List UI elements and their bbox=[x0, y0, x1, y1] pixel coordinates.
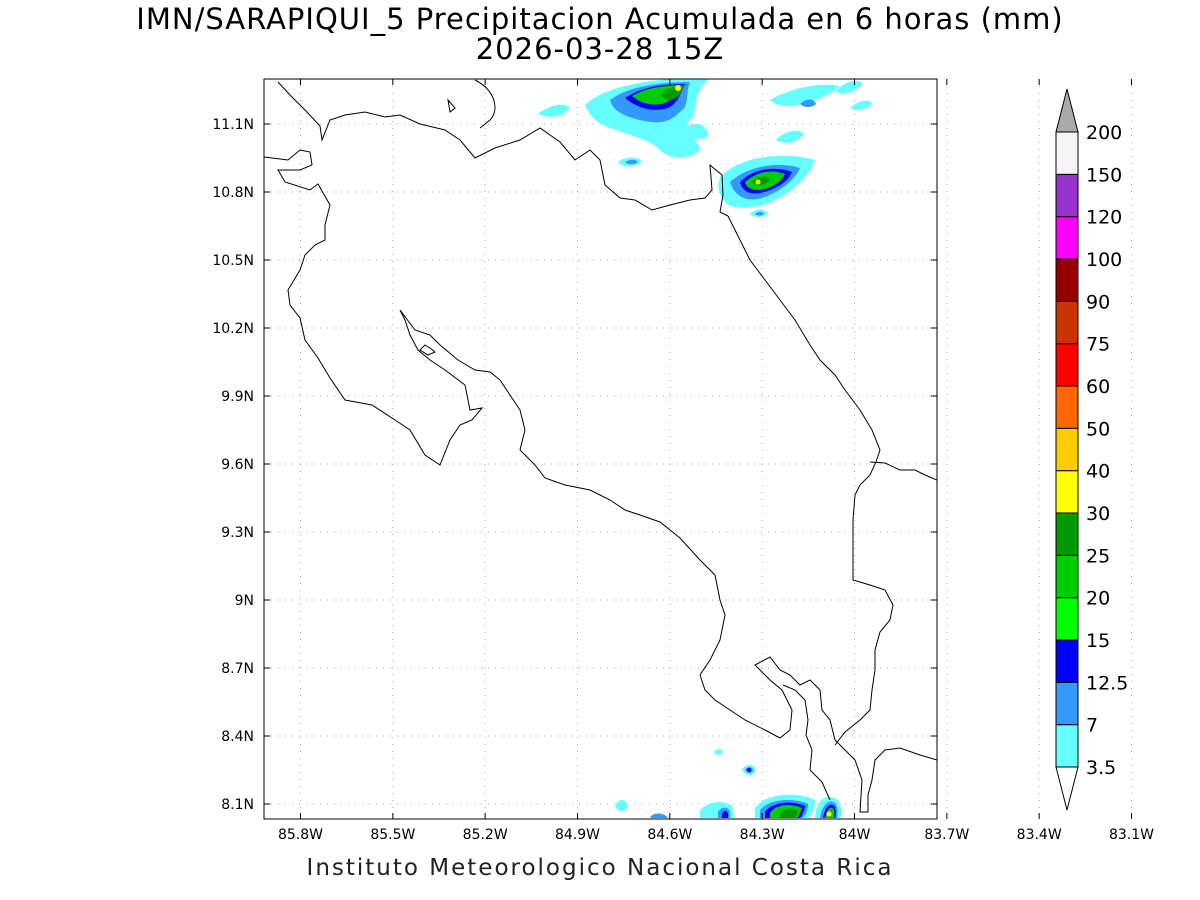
y-tick-label: 10.8N bbox=[212, 185, 254, 201]
colorbar-band bbox=[1055, 639, 1079, 683]
colorbar-band bbox=[1055, 554, 1079, 599]
colorbar-band bbox=[1055, 724, 1079, 768]
y-tick-label: 11.1N bbox=[212, 117, 254, 133]
y-tick-label: 9.3N bbox=[221, 525, 254, 541]
latitude-axis: 11.1N 10.8N 10.5N 10.2N 9.9N 9.6N 9.3N 9N 8.7N 8.… bbox=[212, 117, 937, 813]
x-tick-label: 83.1W bbox=[1109, 827, 1154, 843]
colorbar-level-label: 100 bbox=[1086, 249, 1122, 271]
colorbar-band bbox=[1055, 343, 1079, 387]
x-tick-label: 85.2W bbox=[463, 827, 508, 843]
x-tick-label: 83.7W bbox=[924, 827, 969, 843]
colorbar-upper-triangle bbox=[1055, 88, 1079, 133]
colorbar-band bbox=[1055, 512, 1079, 556]
colorbar-level-label: 60 bbox=[1086, 376, 1110, 398]
y-tick-label: 8.1N bbox=[221, 797, 254, 813]
x-tick-label: 85.8W bbox=[278, 827, 323, 843]
map-grid bbox=[264, 79, 1132, 819]
y-tick-label: 9.6N bbox=[221, 457, 254, 473]
colorbar-band bbox=[1055, 385, 1079, 429]
colorbar-level-label: 15 bbox=[1086, 630, 1110, 652]
precip-cell-south bbox=[615, 749, 842, 818]
colorbar-band bbox=[1055, 681, 1079, 726]
colorbar-level-label: 150 bbox=[1086, 164, 1122, 186]
y-tick-label: 9N bbox=[235, 593, 254, 609]
colorbar-band bbox=[1055, 470, 1079, 514]
colorbar-level-label: 20 bbox=[1086, 588, 1110, 610]
colorbar-band bbox=[1055, 300, 1079, 345]
colorbar-level-label: 75 bbox=[1086, 334, 1110, 356]
colorbar-level-label: 12.5 bbox=[1086, 672, 1128, 694]
colorbar-level-label: 3.5 bbox=[1086, 757, 1116, 779]
colorbar-band bbox=[1055, 427, 1079, 472]
x-tick-label: 84.3W bbox=[740, 827, 785, 843]
precip-cell-caribbean bbox=[718, 155, 815, 217]
colorbar-level-label: 50 bbox=[1086, 418, 1110, 440]
colorbar-band bbox=[1055, 258, 1079, 302]
x-tick-label: 84.9W bbox=[555, 827, 600, 843]
x-tick-label: 85.5W bbox=[370, 827, 415, 843]
x-tick-label: 84W bbox=[839, 827, 871, 843]
map-title: IMN/SARAPIQUI_5 Precipitacion Acumulada … bbox=[136, 2, 1064, 36]
colorbar-legend: 3.5 7 12.5 15 20 25 30 40 50 60 75 90 100 120 150 200 bbox=[1055, 88, 1128, 811]
colorbar-level-label: 40 bbox=[1086, 461, 1110, 483]
colorbar-band bbox=[1055, 216, 1079, 260]
colorbar-lower-triangle bbox=[1055, 766, 1079, 811]
x-tick-label: 83.4W bbox=[1017, 827, 1062, 843]
colorbar-level-label: 7 bbox=[1086, 715, 1098, 737]
precip-cell-north bbox=[538, 79, 872, 167]
colorbar-level-label: 90 bbox=[1086, 291, 1110, 313]
footer-credit: Instituto Meteorologico Nacional Costa R… bbox=[306, 855, 894, 881]
map-frame bbox=[263, 78, 938, 820]
y-tick-label: 10.2N bbox=[212, 321, 254, 337]
y-tick-label: 10.5N bbox=[212, 253, 254, 269]
map-valid-time: 2026-03-28 15Z bbox=[475, 32, 725, 66]
colorbar-band bbox=[1055, 597, 1079, 641]
coastline bbox=[264, 79, 937, 813]
colorbar-level-label: 200 bbox=[1086, 122, 1122, 144]
colorbar-level-label: 30 bbox=[1086, 503, 1110, 525]
colorbar-band bbox=[1055, 131, 1079, 175]
colorbar-level-label: 25 bbox=[1086, 545, 1110, 567]
y-tick-label: 9.9N bbox=[221, 389, 254, 405]
colorbar-level-label: 120 bbox=[1086, 207, 1122, 229]
colorbar-band bbox=[1055, 173, 1079, 218]
y-tick-label: 8.7N bbox=[221, 661, 254, 677]
longitude-axis: 85.8W 85.5W 85.2W 84.9W 84.6W 84.3W 84W 83.7W 83… bbox=[278, 79, 1154, 843]
precipitation-field bbox=[538, 79, 872, 818]
x-tick-label: 84.6W bbox=[647, 827, 692, 843]
y-tick-label: 8.4N bbox=[221, 729, 254, 745]
